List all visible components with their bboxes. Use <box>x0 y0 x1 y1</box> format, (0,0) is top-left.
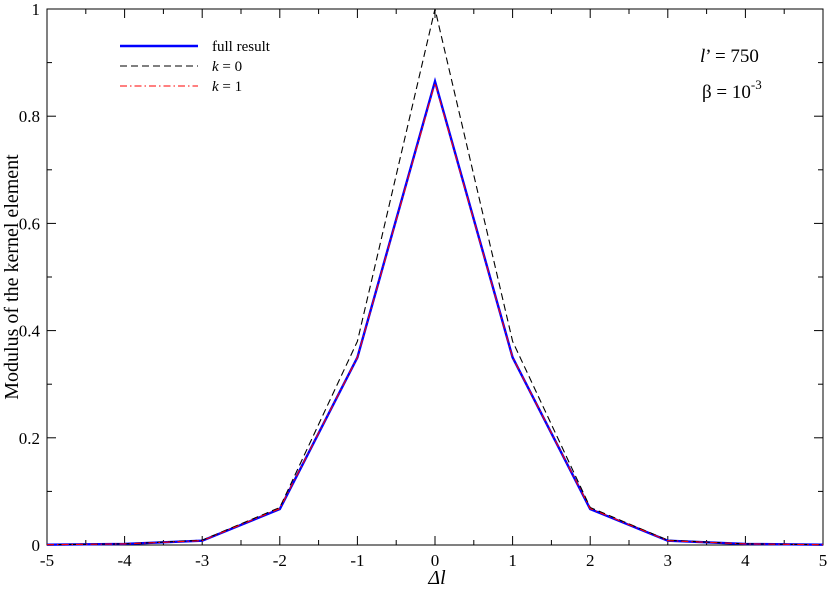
annotation-beta-exp: -3 <box>751 77 762 92</box>
series-line-1 <box>46 76 824 546</box>
y-tick-label: 1 <box>32 0 41 19</box>
x-tick-label: 2 <box>586 551 595 570</box>
x-tick-label: 4 <box>741 551 750 570</box>
legend-label-3: k = 1 <box>212 79 242 95</box>
x-tick-label: -2 <box>273 551 287 570</box>
legend-label-rest: = 0 <box>219 59 242 75</box>
x-tick-label: -1 <box>350 551 364 570</box>
x-axis-label: Δl <box>427 567 446 589</box>
y-tick-label: 0.6 <box>19 214 40 233</box>
ticks: -5 -4 -3 -2 -1 0 1 2 3 4 5 0 0.2 0.4 0.6 0.8 1 <box>19 0 828 570</box>
annotation-lprime-var: l <box>700 46 705 67</box>
y-tick-label: 0 <box>32 536 41 555</box>
legend-label-rest: = 1 <box>219 79 242 95</box>
legend-label-var: k <box>212 79 219 95</box>
y-tick-label: 0.8 <box>19 107 40 126</box>
annotation-lprime: l’ = 750 <box>700 46 759 67</box>
annotation-beta-base: β = 10 <box>702 82 751 103</box>
x-tick-label: 5 <box>819 551 828 570</box>
legend-label-var: k <box>212 59 219 75</box>
x-tick-label: -4 <box>118 551 133 570</box>
series-line-2 <box>46 8 824 546</box>
legend-label-1: full result <box>212 39 271 55</box>
y-tick-label: 0.2 <box>19 429 40 448</box>
y-tick-label: 0.4 <box>19 322 41 341</box>
x-tick-label: 3 <box>664 551 673 570</box>
annotation-beta: β = 10-3 <box>702 77 762 103</box>
series-line-3 <box>46 80 824 546</box>
x-tick-label: 1 <box>508 551 517 570</box>
x-tick-label: 0 <box>431 551 440 570</box>
annotation-lprime-rest: ’ = 750 <box>705 46 759 67</box>
y-axis-label: Modulus of the kernel element <box>1 154 23 400</box>
x-tick-label: -3 <box>195 551 209 570</box>
series-lines <box>46 8 824 546</box>
x-tick-label: -5 <box>40 551 54 570</box>
legend-label-2: k = 0 <box>212 59 242 75</box>
